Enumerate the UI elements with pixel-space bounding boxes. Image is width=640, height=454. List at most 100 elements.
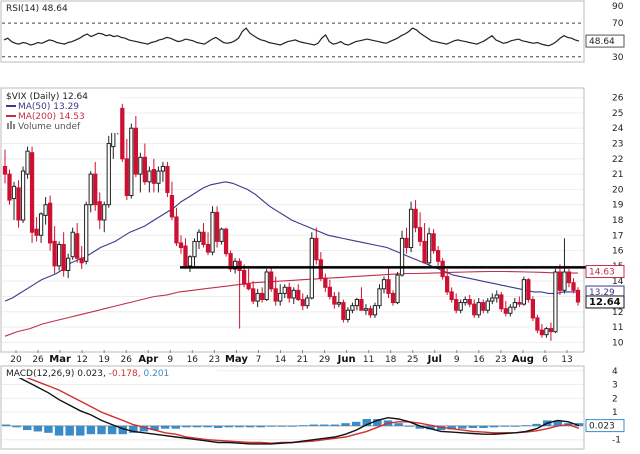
- macd-hist-bar: [97, 425, 106, 435]
- price-tick-label: 12: [612, 308, 623, 318]
- candle-body: [183, 245, 188, 267]
- candle-body: [454, 299, 459, 311]
- candle-body: [106, 143, 111, 206]
- macd-hist-bar: [521, 425, 531, 427]
- candle-body: [327, 286, 332, 297]
- macd-hist-bar: [447, 425, 456, 430]
- macd-title-bg: [2, 367, 217, 378]
- candle-body: [52, 240, 57, 267]
- macd-title-value: 0.023,: [77, 369, 106, 379]
- macd-histogram: [1, 419, 584, 436]
- price-tag-label: 14.63: [589, 268, 615, 278]
- candle-body: [93, 173, 98, 206]
- price-tick-label: 14: [612, 277, 624, 287]
- price-legend-bg: [2, 89, 120, 133]
- candle-body: [278, 292, 283, 302]
- x-tick-label: 19: [98, 355, 110, 365]
- x-tick-label: 7: [256, 355, 262, 365]
- candle-body: [88, 173, 93, 206]
- candle-body: [314, 237, 319, 261]
- legend-volume-swatch: [7, 121, 15, 129]
- rsi-tick-label: 70: [612, 19, 624, 29]
- candle-body: [2, 165, 8, 175]
- macd-hist-bar: [224, 425, 234, 428]
- candle-body: [499, 294, 504, 310]
- candlesticks: [2, 96, 581, 341]
- candle-body: [341, 302, 346, 320]
- candle-body: [426, 233, 432, 264]
- macd-title-signal: -0.178,: [109, 369, 141, 379]
- candle-body: [133, 127, 138, 175]
- price-axis: 2625242322212019181716151413121110: [612, 94, 624, 349]
- candle-body: [526, 279, 531, 301]
- macd-hist-bar: [235, 425, 244, 428]
- macd-hist-bar: [192, 425, 202, 428]
- candle-body: [359, 299, 364, 311]
- x-tick-label: Mar: [49, 354, 71, 365]
- price-tick-label: 25: [612, 109, 623, 119]
- price-tick-label: 19: [612, 201, 624, 211]
- candle-body: [138, 156, 143, 175]
- candle-body: [34, 228, 39, 236]
- candle-body: [192, 240, 197, 258]
- candle-body: [165, 165, 170, 193]
- macd-current-tag: 0.023: [589, 422, 615, 432]
- macd-hist-bar: [245, 425, 255, 428]
- rsi-series-line: [3, 27, 580, 47]
- macd-hist-bar: [203, 425, 212, 428]
- rsi-title-bg: [2, 2, 120, 13]
- candle-body: [323, 277, 328, 288]
- candle-body: [296, 289, 301, 301]
- candle-body: [47, 202, 53, 244]
- candle-body: [282, 286, 287, 294]
- rsi-current-tag-box: [585, 34, 625, 48]
- candle-body: [251, 288, 256, 302]
- candle-body: [345, 309, 351, 320]
- macd-hist-bar: [500, 425, 509, 427]
- candle-body: [521, 279, 526, 305]
- legend-volume: Volume undef: [18, 122, 81, 132]
- candle-body: [463, 299, 468, 304]
- candle-body: [210, 211, 215, 253]
- x-tick-label: 12: [76, 355, 87, 365]
- macd-hist-bar: [171, 425, 181, 429]
- macd-hist-bar: [267, 425, 276, 427]
- candle-body: [449, 291, 454, 301]
- candle-body: [386, 279, 391, 294]
- x-tick-label: 20: [10, 355, 22, 365]
- macd-title: MACD(12,26,9) 0.023, -0.178, 0.201: [6, 369, 169, 379]
- candle-body: [445, 276, 450, 293]
- candle-body: [25, 150, 30, 175]
- candle-body: [476, 302, 481, 316]
- ma50-line: [4, 181, 579, 302]
- candle-body: [43, 204, 48, 216]
- x-tick-label: 14: [275, 355, 287, 365]
- candle-body: [422, 240, 427, 264]
- candle-body: [241, 269, 247, 285]
- candle-body: [566, 271, 572, 284]
- price-title: $VIX (Daily) 12.64: [6, 92, 88, 102]
- candle-body: [530, 299, 536, 319]
- candle-body: [66, 257, 71, 271]
- candle-body: [390, 292, 396, 304]
- macd-hist-bar: [341, 423, 350, 426]
- macd-hist-bar: [118, 425, 127, 435]
- macd-lines: [5, 371, 580, 445]
- x-tick-label: Apr: [138, 354, 158, 365]
- macd-hist-bar: [54, 425, 64, 436]
- legend-ma50: MA(50) 13.29: [18, 102, 79, 112]
- x-tick-label: 29: [319, 355, 331, 365]
- x-tick-label: 11: [363, 355, 374, 365]
- candle-body: [544, 328, 549, 336]
- macd-tick-label: 4: [612, 367, 618, 377]
- macd-hist-bar: [288, 425, 297, 427]
- candle-body: [512, 302, 517, 308]
- x-tick-label: 23: [209, 355, 220, 365]
- macd-hist-bar: [394, 423, 403, 426]
- candle-body: [196, 231, 202, 242]
- macd-hist-bar: [532, 423, 541, 426]
- macd-hist-bar: [479, 425, 488, 428]
- candle-body: [156, 170, 161, 184]
- x-tick-label: 25: [407, 355, 418, 365]
